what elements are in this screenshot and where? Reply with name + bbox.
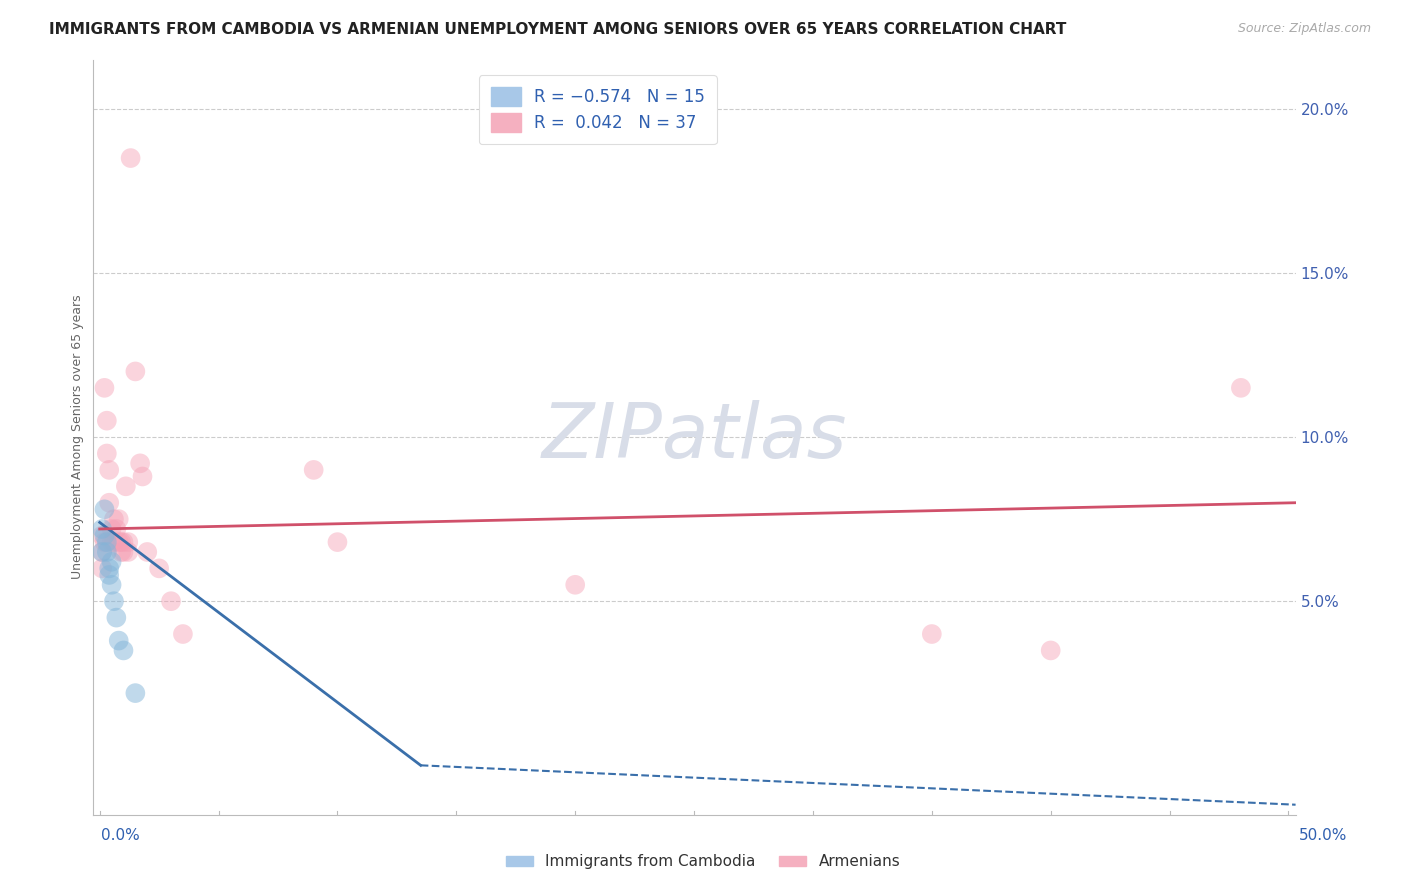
Point [110,545,132,559]
Point [96,446,118,460]
Text: 0.0%: 0.0% [101,828,141,843]
Point [117,545,139,559]
Point [98,568,121,582]
Point [302,463,325,477]
Point [103,535,125,549]
Point [98,496,121,510]
Legend: Immigrants from Cambodia, Armenians: Immigrants from Cambodia, Armenians [499,848,907,875]
Point [100,555,122,569]
Point [120,151,142,165]
Point [96,545,118,559]
Point [136,545,159,559]
Text: 50.0%: 50.0% [1299,828,1347,843]
Point [100,578,122,592]
Point [93,502,115,516]
Point [105,610,128,624]
Text: Source: ZipAtlas.com: Source: ZipAtlas.com [1237,22,1371,36]
Point [100,522,122,536]
Point [564,578,586,592]
Y-axis label: Unemployment Among Seniors over 65 years: Unemployment Among Seniors over 65 years [72,294,84,580]
Point [103,594,125,608]
Point [107,535,129,549]
Point [100,535,122,549]
Text: ZIPatlas: ZIPatlas [541,401,846,474]
Point [93,535,115,549]
Point [98,561,121,575]
Point [117,535,139,549]
Point [91,545,114,559]
Point [115,479,138,493]
Point [110,535,132,549]
Point [91,528,114,542]
Point [921,627,943,641]
Point [107,512,129,526]
Point [148,561,170,575]
Point [112,643,135,657]
Point [112,535,135,549]
Point [91,522,114,536]
Point [326,535,349,549]
Point [93,528,115,542]
Text: IMMIGRANTS FROM CAMBODIA VS ARMENIAN UNEMPLOYMENT AMONG SENIORS OVER 65 YEARS CO: IMMIGRANTS FROM CAMBODIA VS ARMENIAN UNE… [49,22,1067,37]
Point [129,456,152,470]
Legend: R = −0.574   N = 15, R =  0.042   N = 37: R = −0.574 N = 15, R = 0.042 N = 37 [479,76,717,144]
Point [124,686,146,700]
Point [96,535,118,549]
Point [91,561,114,575]
Point [93,381,115,395]
Point [1230,381,1253,395]
Point [112,545,135,559]
Point [107,633,129,648]
Point [131,469,153,483]
Point [91,545,114,559]
Point [160,594,183,608]
Point [96,414,118,428]
Point [1039,643,1062,657]
Point [103,512,125,526]
Point [172,627,194,641]
Point [105,522,128,536]
Point [124,364,146,378]
Point [98,463,121,477]
